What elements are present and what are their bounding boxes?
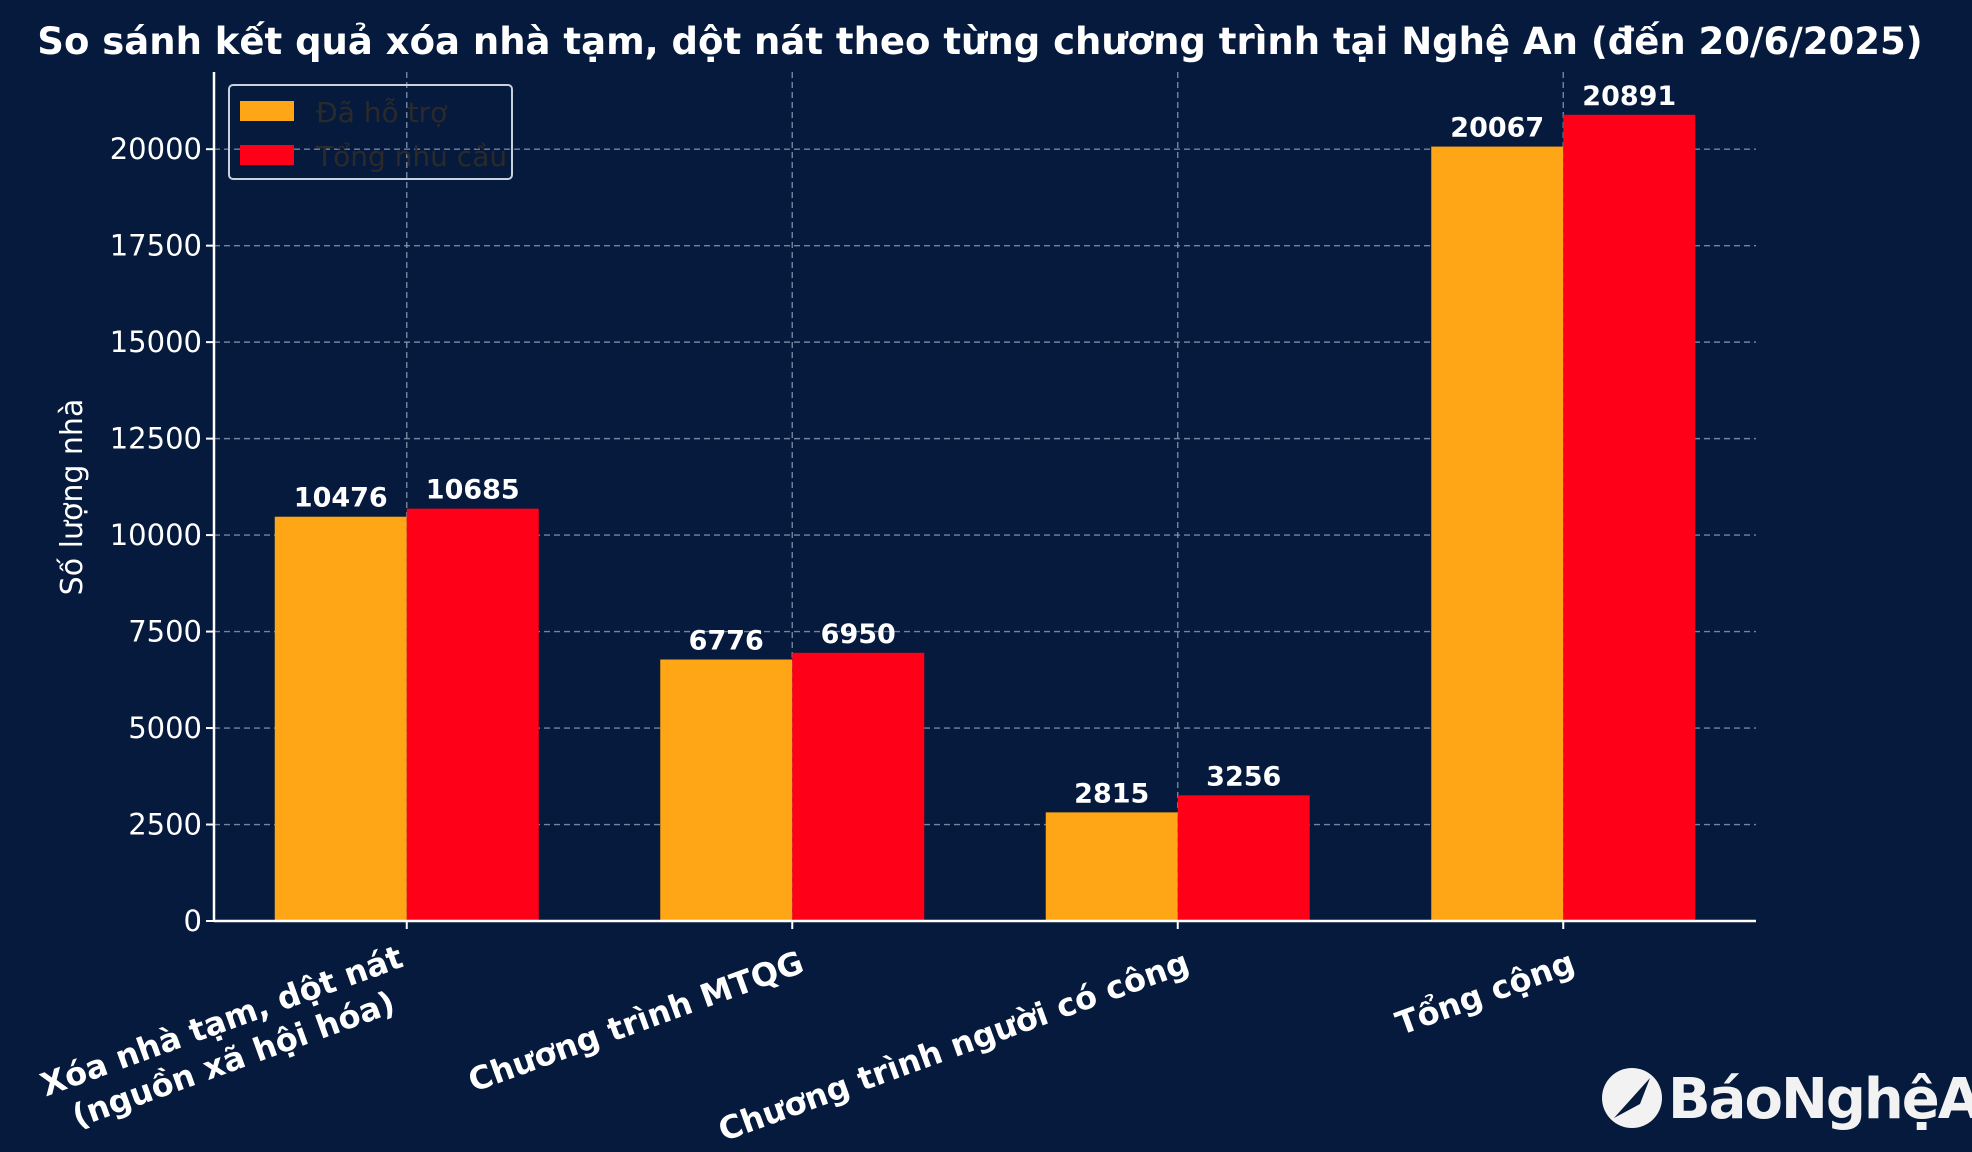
y-tick-label: 10000	[110, 518, 202, 552]
bar-value-label: 10476	[294, 483, 388, 514]
logo: BáoNghệAn	[1602, 1067, 1972, 1132]
logo-mark-arrow	[1614, 1078, 1650, 1118]
axes-layer	[206, 72, 1756, 929]
y-tick-label: 12500	[110, 422, 202, 456]
chart-title: So sánh kết quả xóa nhà tạm, dột nát the…	[37, 20, 1922, 63]
bar-value-label: 6950	[821, 619, 896, 650]
y-tick-label: 17500	[110, 229, 202, 263]
category-label: Chương trình MTQG	[463, 943, 808, 1100]
y-tick-label: 2500	[128, 808, 202, 842]
legend-box	[228, 84, 513, 180]
bar-demand	[1563, 114, 1696, 922]
bar-value-label: 2815	[1074, 778, 1149, 809]
y-tick-label: 15000	[110, 325, 202, 359]
bar-supported	[1045, 812, 1178, 921]
bar-value-label: 3256	[1206, 761, 1281, 792]
legend: Đã hỗ trợ Tổng nhu cầu	[228, 84, 513, 180]
bar-supported	[274, 516, 407, 921]
category-label-line: Chương trình MTQG	[463, 943, 808, 1100]
legend-swatch	[240, 101, 294, 121]
bar-value-label: 10685	[426, 475, 520, 506]
y-axis-label: Số lượng nhà	[55, 399, 90, 596]
y-tick-label: 20000	[110, 132, 202, 166]
y-tick-label: 0	[184, 904, 202, 938]
legend-swatch	[240, 145, 294, 165]
bar-demand	[406, 508, 539, 921]
bar-demand	[792, 652, 925, 921]
bar-supported	[660, 659, 793, 921]
bar-value-label: 20067	[1450, 113, 1544, 144]
category-label: Xóa nhà tạm, dột nát(nguồn xã hội hóa)	[35, 938, 421, 1142]
category-label-line: Tổng cộng	[1391, 943, 1580, 1043]
bars-layer	[274, 114, 1696, 922]
logo-text: BáoNghệAn	[1668, 1067, 1972, 1132]
bar-value-label: 20891	[1582, 81, 1676, 112]
bar-demand	[1177, 795, 1310, 921]
legend-label: Tổng nhu cầu	[315, 140, 507, 173]
y-tick-label: 7500	[128, 615, 202, 649]
bar-supported	[1431, 146, 1564, 922]
bar-value-label: 6776	[689, 626, 764, 657]
legend-label: Đã hỗ trợ	[316, 96, 447, 129]
y-tick-label: 5000	[128, 711, 202, 745]
category-label: Tổng cộng	[1391, 943, 1580, 1043]
